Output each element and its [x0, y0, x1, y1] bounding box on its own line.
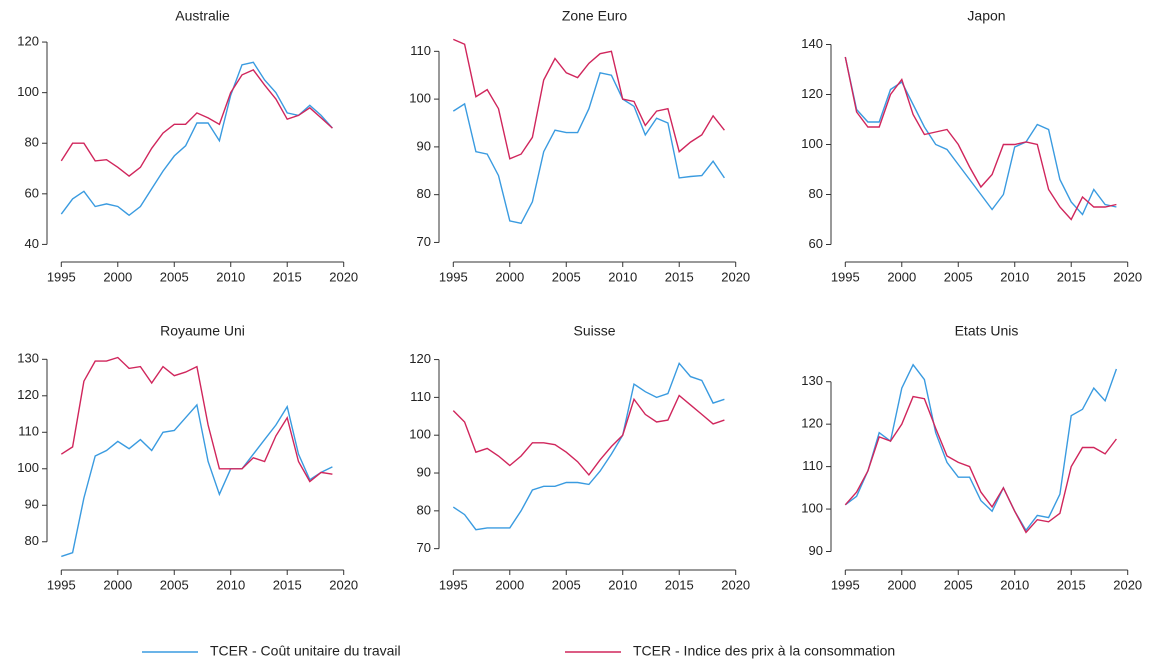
series-line [452, 394, 725, 477]
y-tick-label: 90 [417, 464, 431, 479]
legend-label: TCER - Coût unitaire du travail [210, 643, 401, 659]
x-tick-label: 2010 [1000, 577, 1029, 592]
x-tick-label: 2015 [273, 577, 302, 592]
x-tick-label: 1995 [47, 577, 76, 592]
y-tick-label: 80 [25, 135, 39, 150]
y-tick-label: 100 [17, 84, 39, 99]
x-tick-label: 2005 [944, 577, 973, 592]
series-line [61, 403, 333, 558]
y-tick-label: 100 [17, 460, 39, 475]
x-tick-label: 2005 [552, 577, 581, 592]
x-tick-label: 2015 [1057, 269, 1086, 284]
series-line [60, 61, 333, 217]
x-tick-label: 1995 [439, 577, 468, 592]
x-tick-label: 1995 [831, 269, 860, 284]
y-tick-label: 110 [410, 43, 431, 58]
series-line [452, 361, 725, 531]
y-tick-label: 60 [809, 236, 823, 251]
x-tick-label: 2010 [608, 577, 637, 592]
y-tick-label: 120 [409, 351, 431, 366]
x-tick-label: 2020 [329, 577, 358, 592]
y-tick-label: 80 [809, 186, 823, 201]
y-tick-label: 120 [801, 416, 823, 431]
x-tick-label: 2005 [160, 269, 189, 284]
panel-title: Zone Euro [562, 8, 628, 24]
x-tick-label: 1995 [439, 269, 468, 284]
x-tick-label: 2015 [1057, 577, 1086, 592]
x-tick-label: 2020 [329, 269, 358, 284]
x-tick-label: 2000 [103, 269, 132, 284]
y-tick-label: 110 [410, 389, 431, 404]
y-tick-label: 110 [18, 424, 39, 439]
x-tick-label: 2020 [1113, 577, 1142, 592]
y-tick-label: 60 [25, 185, 39, 200]
panel-title: Etats Unis [955, 323, 1019, 339]
x-tick-label: 2020 [1113, 269, 1142, 284]
series-line [452, 71, 725, 225]
y-tick-label: 100 [409, 427, 431, 442]
panel-title: Australie [175, 8, 230, 24]
y-tick-label: 40 [25, 236, 39, 251]
y-tick-label: 100 [409, 91, 431, 106]
x-tick-label: 2020 [721, 269, 750, 284]
legend-label: TCER - Indice des prix à la consommation [633, 643, 895, 659]
x-tick-label: 2000 [495, 269, 524, 284]
x-tick-label: 2015 [665, 577, 694, 592]
x-tick-label: 2015 [665, 269, 694, 284]
series-line [453, 38, 725, 160]
y-tick-label: 140 [801, 36, 823, 51]
y-tick-label: 130 [801, 373, 823, 388]
y-tick-label: 120 [801, 86, 823, 101]
y-tick-label: 70 [417, 540, 431, 555]
x-tick-label: 2000 [495, 577, 524, 592]
panel-title: Royaume Uni [160, 323, 245, 339]
series-line [60, 69, 333, 177]
x-tick-label: 2015 [273, 269, 302, 284]
x-tick-label: 2000 [887, 269, 916, 284]
y-tick-label: 90 [417, 138, 431, 153]
y-tick-label: 120 [17, 33, 39, 48]
x-tick-label: 2000 [103, 577, 132, 592]
series-line [844, 56, 1117, 221]
x-tick-label: 2005 [160, 577, 189, 592]
y-tick-label: 90 [809, 543, 823, 558]
panel-title: Suisse [573, 323, 615, 339]
y-tick-label: 130 [17, 351, 39, 366]
x-tick-label: 2005 [944, 269, 973, 284]
series-line [844, 363, 1118, 532]
y-tick-label: 70 [417, 234, 431, 249]
panel-title: Japon [967, 8, 1005, 24]
x-tick-label: 2010 [216, 577, 245, 592]
y-tick-label: 120 [17, 387, 39, 402]
series-line [844, 395, 1117, 534]
x-tick-label: 2000 [887, 577, 916, 592]
x-tick-label: 2005 [552, 269, 581, 284]
y-tick-label: 90 [25, 497, 39, 512]
y-tick-label: 80 [417, 502, 431, 517]
x-tick-label: 2010 [216, 269, 245, 284]
x-tick-label: 1995 [47, 269, 76, 284]
y-tick-label: 80 [25, 533, 39, 548]
x-tick-label: 2010 [1000, 269, 1029, 284]
x-tick-label: 2020 [721, 577, 750, 592]
y-tick-label: 110 [802, 458, 823, 473]
y-tick-label: 100 [801, 500, 823, 515]
y-tick-label: 80 [417, 186, 431, 201]
series-line [60, 356, 333, 483]
x-tick-label: 2010 [608, 269, 637, 284]
y-tick-label: 100 [801, 136, 823, 151]
series-line [844, 56, 1117, 216]
x-tick-label: 1995 [831, 577, 860, 592]
